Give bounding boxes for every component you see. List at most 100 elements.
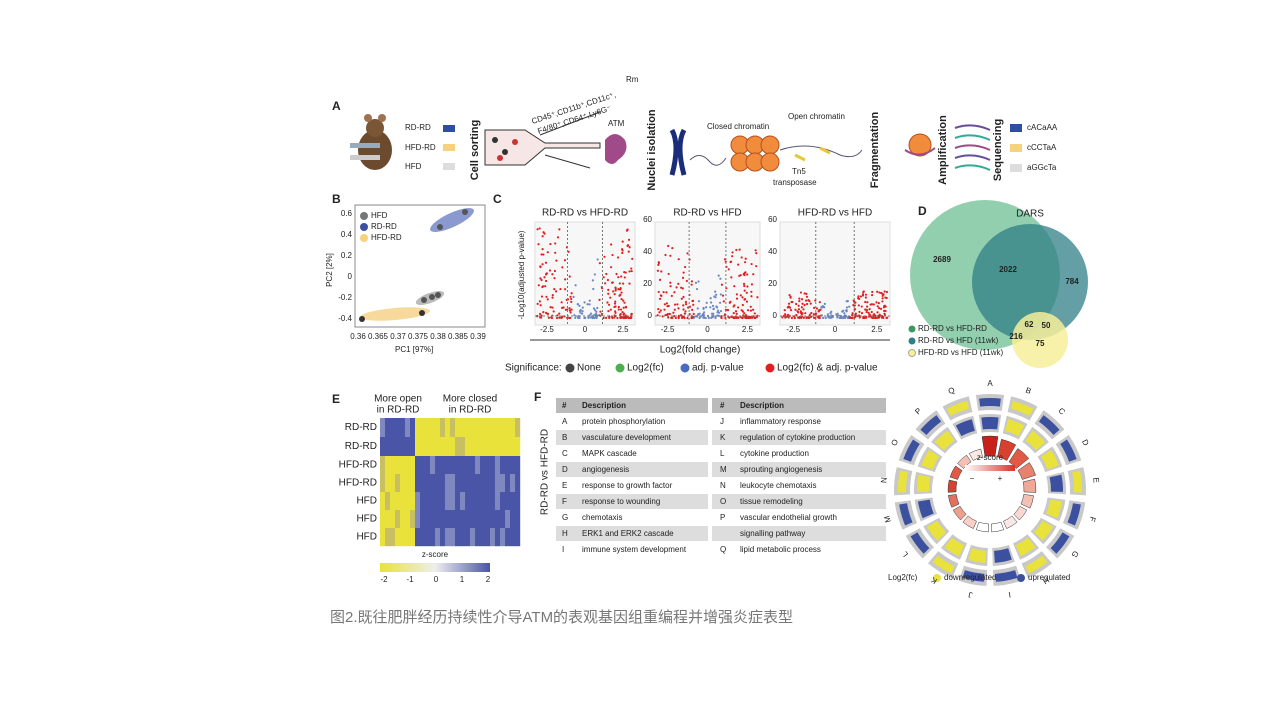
table-header: Description bbox=[582, 401, 626, 410]
volcano-point bbox=[884, 309, 887, 313]
ring-cell bbox=[1034, 520, 1054, 541]
ring-cell bbox=[1025, 430, 1046, 451]
ring-cell bbox=[981, 417, 999, 430]
volcano-point bbox=[551, 273, 554, 276]
volcano-point bbox=[578, 316, 581, 320]
volcano-point bbox=[731, 251, 734, 254]
heat-cell bbox=[420, 474, 426, 493]
table-cell: Q bbox=[720, 545, 726, 554]
heat-cell bbox=[405, 474, 411, 493]
volcano-point bbox=[845, 309, 848, 312]
heat-cell bbox=[415, 492, 421, 511]
volcano-point bbox=[705, 301, 708, 304]
volcano-point bbox=[875, 316, 878, 320]
volcano-point bbox=[805, 299, 808, 302]
volcano-point bbox=[570, 292, 573, 295]
volcano-point bbox=[660, 270, 663, 273]
table-cell: E bbox=[562, 481, 567, 490]
volcano-point bbox=[715, 305, 718, 308]
table-cell: H bbox=[562, 529, 568, 538]
legend-item: Log2(fc) bbox=[627, 363, 664, 374]
volcano-point bbox=[804, 312, 807, 315]
legend-title: Significance: bbox=[505, 363, 562, 374]
heat-cell bbox=[395, 492, 401, 511]
zscore-cell bbox=[968, 448, 983, 461]
table-cell: leukocyte chemotaxis bbox=[740, 481, 816, 490]
volcano-point bbox=[541, 235, 544, 238]
volcano-point bbox=[753, 312, 756, 315]
table-row bbox=[712, 398, 886, 413]
heat-cell bbox=[390, 510, 396, 529]
row-label: RD-RD bbox=[345, 422, 377, 433]
heat-cell bbox=[480, 492, 486, 511]
heat-cell bbox=[415, 474, 421, 493]
volcano-point bbox=[593, 273, 596, 276]
table-cell: F bbox=[562, 497, 567, 506]
volcano-point bbox=[876, 305, 879, 308]
table-cell: vasculature development bbox=[582, 433, 672, 442]
heat-cell bbox=[465, 474, 471, 493]
volcano-point bbox=[606, 301, 609, 304]
heat-cell bbox=[485, 437, 491, 457]
table-cell: J bbox=[720, 417, 724, 426]
zscore-cell bbox=[962, 515, 977, 529]
table-cell: response to growth factor bbox=[582, 481, 673, 490]
volcano-point bbox=[541, 248, 544, 251]
volcano-point bbox=[755, 265, 758, 268]
enzyme-label: transposase bbox=[773, 178, 817, 187]
group-label: RD-RD bbox=[405, 123, 431, 132]
heat-cell bbox=[485, 456, 491, 475]
heat-cell bbox=[470, 528, 476, 547]
volcano-point bbox=[719, 310, 723, 313]
volcano-point bbox=[621, 251, 624, 255]
heat-cell bbox=[495, 437, 501, 457]
volcano-point bbox=[540, 253, 543, 256]
volcano-point bbox=[631, 257, 634, 260]
volcano-point bbox=[672, 311, 675, 314]
volcano-point bbox=[801, 302, 804, 305]
volcano-point bbox=[563, 288, 567, 291]
volcano-point bbox=[671, 247, 674, 250]
heat-cell bbox=[485, 510, 491, 529]
x-tick-label: 2.5 bbox=[871, 325, 883, 334]
volcano-point bbox=[713, 295, 716, 298]
volcano-point bbox=[613, 293, 616, 296]
heat-cell bbox=[500, 456, 506, 475]
volcano-point bbox=[710, 316, 713, 319]
volcano-point bbox=[787, 316, 790, 319]
volcano-point bbox=[750, 283, 754, 286]
volcano-point bbox=[630, 316, 633, 320]
volcano-point bbox=[854, 312, 857, 315]
volcano-point bbox=[549, 306, 552, 309]
heat-cell bbox=[445, 510, 451, 529]
heat-cell bbox=[450, 528, 456, 547]
heat-cell bbox=[440, 418, 446, 438]
sector-label: D bbox=[1080, 438, 1091, 447]
volcano-point bbox=[735, 293, 738, 296]
volcano-point bbox=[749, 305, 752, 308]
table-row bbox=[556, 494, 708, 509]
volcano-point bbox=[659, 294, 662, 297]
table-cell: N bbox=[720, 481, 726, 490]
volcano-point bbox=[539, 277, 542, 280]
heat-cell bbox=[415, 456, 421, 475]
venn-count: 784 bbox=[1065, 277, 1079, 286]
panel-label: C bbox=[493, 192, 502, 206]
volcano-point bbox=[732, 312, 735, 315]
volcano-point bbox=[663, 308, 666, 311]
x-axis-label: Log2(fold change) bbox=[660, 345, 741, 356]
volcano-point bbox=[694, 281, 698, 284]
volcano-point bbox=[691, 308, 694, 312]
sector-label: B bbox=[1024, 386, 1032, 396]
ring-cell bbox=[968, 548, 986, 563]
volcano-point bbox=[591, 279, 594, 282]
volcano-point bbox=[787, 302, 791, 305]
heat-cell bbox=[490, 437, 496, 457]
ring-cell bbox=[920, 415, 942, 436]
heat-cell bbox=[410, 492, 416, 511]
heat-cell bbox=[405, 528, 411, 547]
volcano-point bbox=[591, 316, 594, 319]
volcano-point bbox=[754, 249, 757, 252]
y-tick-label: 20 bbox=[768, 279, 777, 288]
table-header: # bbox=[562, 401, 567, 410]
